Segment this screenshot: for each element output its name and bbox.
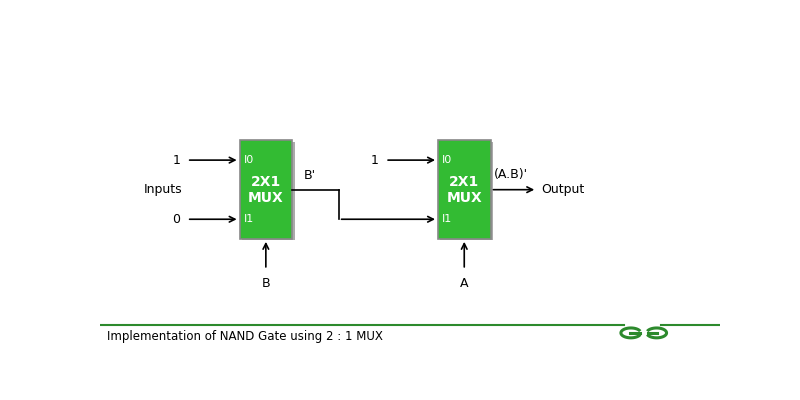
Text: (A.B)': (A.B)' bbox=[494, 168, 529, 181]
Bar bbox=[438, 140, 490, 239]
Text: B: B bbox=[262, 278, 270, 290]
Text: Inputs: Inputs bbox=[143, 183, 182, 196]
Text: 2X1
MUX: 2X1 MUX bbox=[248, 174, 284, 205]
Text: I1: I1 bbox=[442, 214, 453, 224]
Text: 1: 1 bbox=[173, 154, 181, 167]
Text: I0: I0 bbox=[244, 155, 254, 165]
Bar bbox=[440, 142, 493, 240]
Text: B': B' bbox=[303, 169, 315, 182]
Text: I1: I1 bbox=[244, 214, 254, 224]
Text: 2X1
MUX: 2X1 MUX bbox=[446, 174, 482, 205]
Bar bbox=[239, 140, 292, 239]
Text: 0: 0 bbox=[173, 213, 181, 226]
Text: Output: Output bbox=[542, 183, 585, 196]
Text: I0: I0 bbox=[442, 155, 453, 165]
Text: 1: 1 bbox=[371, 154, 379, 167]
Bar bbox=[242, 142, 294, 240]
Text: Implementation of NAND Gate using 2 : 1 MUX: Implementation of NAND Gate using 2 : 1 … bbox=[107, 330, 383, 344]
Text: A: A bbox=[460, 278, 469, 290]
